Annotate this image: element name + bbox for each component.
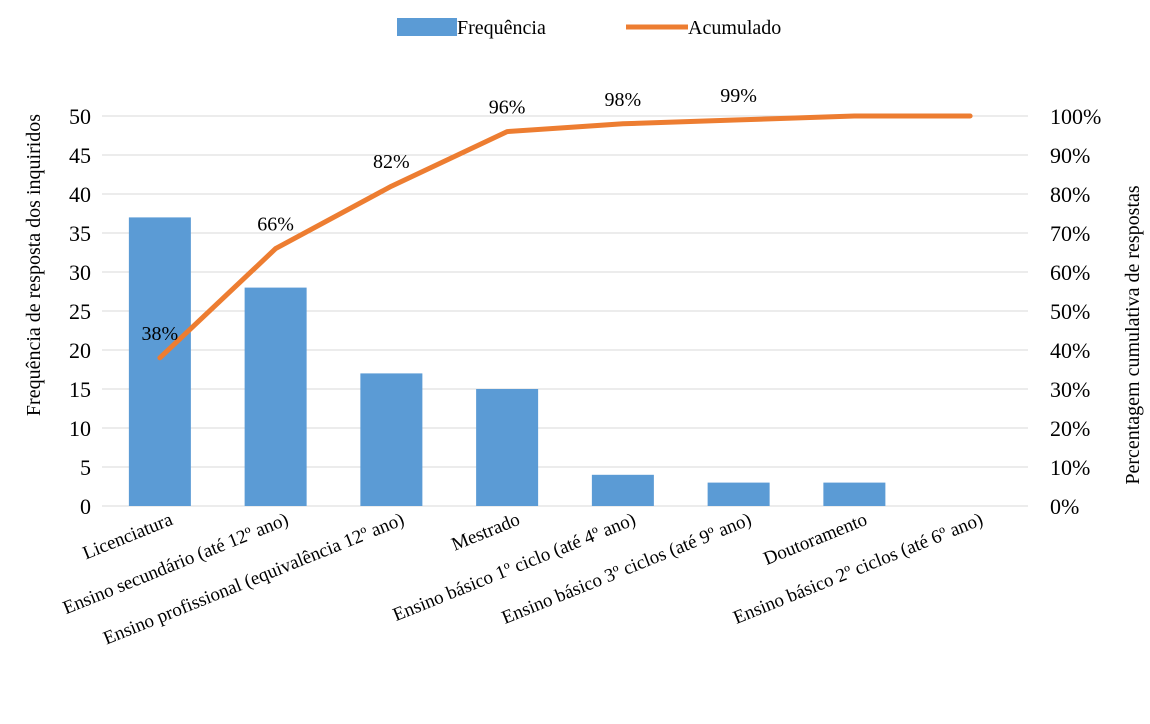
data-label: 99% (720, 85, 757, 107)
gridlines (102, 115, 1028, 507)
cumulative-line (157, 113, 973, 361)
bar (823, 482, 886, 506)
cumulative-line-series (157, 113, 973, 361)
right-tick-label: 90% (1050, 143, 1090, 168)
bar (707, 482, 770, 506)
data-label: 96% (489, 97, 526, 119)
right-axis-ticks: 0% 10% 20% 30% 40% 50% 60% 70% 80% 90% 100% (1050, 104, 1101, 519)
right-tick-label: 50% (1050, 299, 1090, 324)
data-label: 98% (605, 89, 642, 111)
legend: Frequência Acumulado (397, 17, 781, 39)
left-axis-ticks: 0 5 10 15 20 25 30 35 40 45 50 (69, 104, 91, 519)
data-label: 82% (373, 151, 410, 173)
left-tick-label: 0 (80, 494, 91, 519)
left-tick-label: 15 (69, 377, 91, 402)
left-tick-label: 35 (69, 221, 91, 246)
right-tick-label: 30% (1050, 377, 1090, 402)
right-tick-label: 20% (1050, 416, 1090, 441)
legend-label-frequencia: Frequência (457, 17, 546, 39)
right-tick-label: 60% (1050, 260, 1090, 285)
data-label: 66% (257, 214, 294, 236)
left-axis-title: Frequência de resposta dos inquiridos (23, 114, 45, 416)
legend-swatch-frequencia (397, 18, 457, 36)
bar-series (128, 217, 886, 506)
left-tick-label: 45 (69, 143, 91, 168)
bar (360, 373, 423, 506)
data-labels: 38% 66% 82% 96% 98% 99% (142, 85, 757, 345)
left-tick-label: 25 (69, 299, 91, 324)
left-tick-label: 50 (69, 104, 91, 129)
right-tick-label: 100% (1050, 104, 1101, 129)
category-label: Licenciatura (80, 509, 176, 564)
bar (244, 287, 307, 506)
left-tick-label: 20 (69, 338, 91, 363)
right-tick-label: 10% (1050, 455, 1090, 480)
left-tick-label: 40 (69, 182, 91, 207)
right-tick-label: 80% (1050, 182, 1090, 207)
left-tick-label: 10 (69, 416, 91, 441)
right-tick-label: 0% (1050, 494, 1079, 519)
data-label: 38% (142, 323, 179, 345)
bar (128, 217, 191, 506)
bar (591, 474, 654, 506)
bar (476, 389, 539, 506)
legend-label-acumulado: Acumulado (688, 17, 781, 39)
category-label: Mestrado (449, 509, 523, 555)
left-tick-label: 5 (80, 455, 91, 480)
left-tick-label: 30 (69, 260, 91, 285)
right-axis-title: Percentagem cumulativa de respostas (1122, 185, 1144, 485)
right-tick-label: 70% (1050, 221, 1090, 246)
right-tick-label: 40% (1050, 338, 1090, 363)
